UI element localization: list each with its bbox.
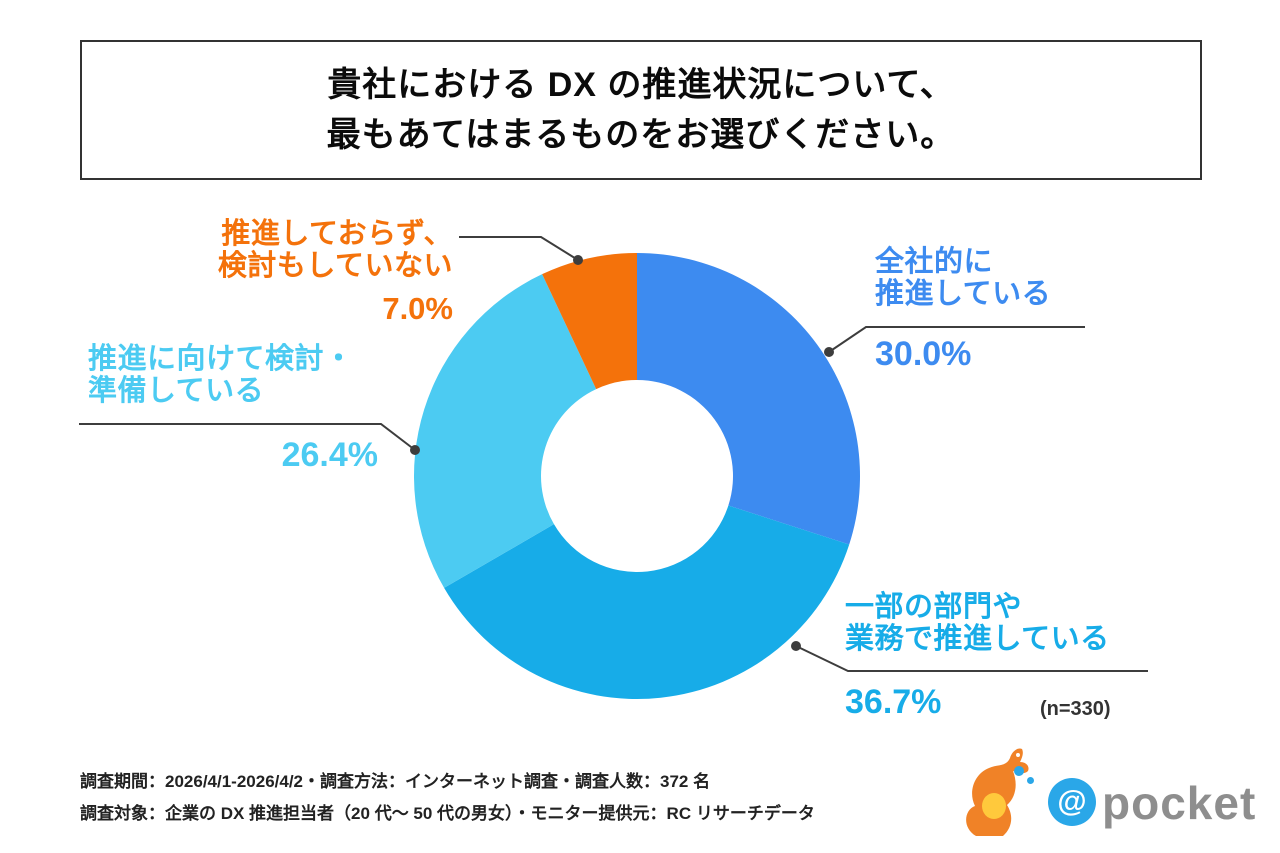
leader-line	[828, 326, 1085, 353]
leader-line	[795, 645, 1148, 672]
segment-label-some-departments: 一部の部門や 業務で推進している 36.7%	[845, 591, 1110, 720]
survey-note-line-2: 調査対象：企業の DX 推進担当者（20 代〜 50 代の男女）・モニター提供元…	[80, 804, 815, 823]
segment-name: 全社的に 推進している	[875, 246, 1051, 310]
leader-dot	[573, 255, 583, 265]
segment-name-line: 推進している	[875, 278, 1052, 310]
segment-name-line: 推進しておらず、	[221, 218, 453, 250]
logo-wordmark: pocket	[1102, 777, 1257, 829]
donut-segment	[637, 253, 860, 545]
leader-dot	[791, 641, 801, 651]
logo-dot-icon	[1014, 766, 1024, 776]
logo-dot-icon	[1027, 777, 1034, 784]
segment-label-companywide: 全社的に 推進している 30.0%	[875, 246, 1051, 372]
segment-percentage: 7.0%	[382, 291, 453, 326]
leader-dot	[824, 347, 834, 357]
segment-label-considering: 推進に向けて検討・ 準備している 26.4%	[88, 343, 378, 473]
title-box: 貴社における DX の推進状況について、 最もあてはまるものをお選びください。	[80, 40, 1202, 180]
segment-percentage: 26.4%	[281, 436, 378, 474]
survey-notes: 調査期間：2026/4/1-2026/4/2・調査方法：インターネット調査・調査…	[80, 766, 815, 830]
segment-name-line: 一部の部門や	[845, 591, 1023, 623]
segment-name: 推進しておらず、 検討もしていない	[185, 218, 453, 282]
segment-name-line: 準備している	[88, 375, 265, 407]
segment-name: 一部の部門や 業務で推進している	[845, 591, 1110, 655]
segment-percentage: 36.7%	[845, 683, 942, 721]
leader-line	[459, 236, 579, 261]
segment-name-line: 検討もしていない	[217, 250, 453, 282]
at-mark-icon: @	[1048, 778, 1096, 826]
segment-name-line: 全社的に	[875, 246, 994, 278]
donut-segment	[414, 274, 597, 588]
segment-name: 推進に向けて検討・ 準備している	[88, 343, 378, 407]
leader-dot	[410, 445, 420, 455]
donut-segment	[542, 253, 637, 390]
survey-note-line-1: 調査期間：2026/4/1-2026/4/2・調査方法：インターネット調査・調査…	[80, 772, 711, 791]
leader-line	[79, 423, 416, 451]
segment-name-line: 業務で推進している	[845, 623, 1110, 655]
donut-segment	[444, 505, 850, 699]
title-line-2: 最もあてはまるものをお選びください。	[326, 116, 956, 154]
kangaroo-mascot-icon	[966, 748, 1029, 836]
segment-name-line: 推進に向けて検討・	[88, 343, 354, 375]
pocket-logo: @ pocket	[952, 742, 1255, 846]
segment-label-not-promoting: 推進しておらず、 検討もしていない 7.0%	[185, 218, 453, 327]
title-line-1: 貴社における DX の推進状況について、	[327, 66, 955, 104]
sample-size-label: (n=330)	[1040, 698, 1111, 720]
segment-percentage: 30.0%	[875, 335, 972, 373]
